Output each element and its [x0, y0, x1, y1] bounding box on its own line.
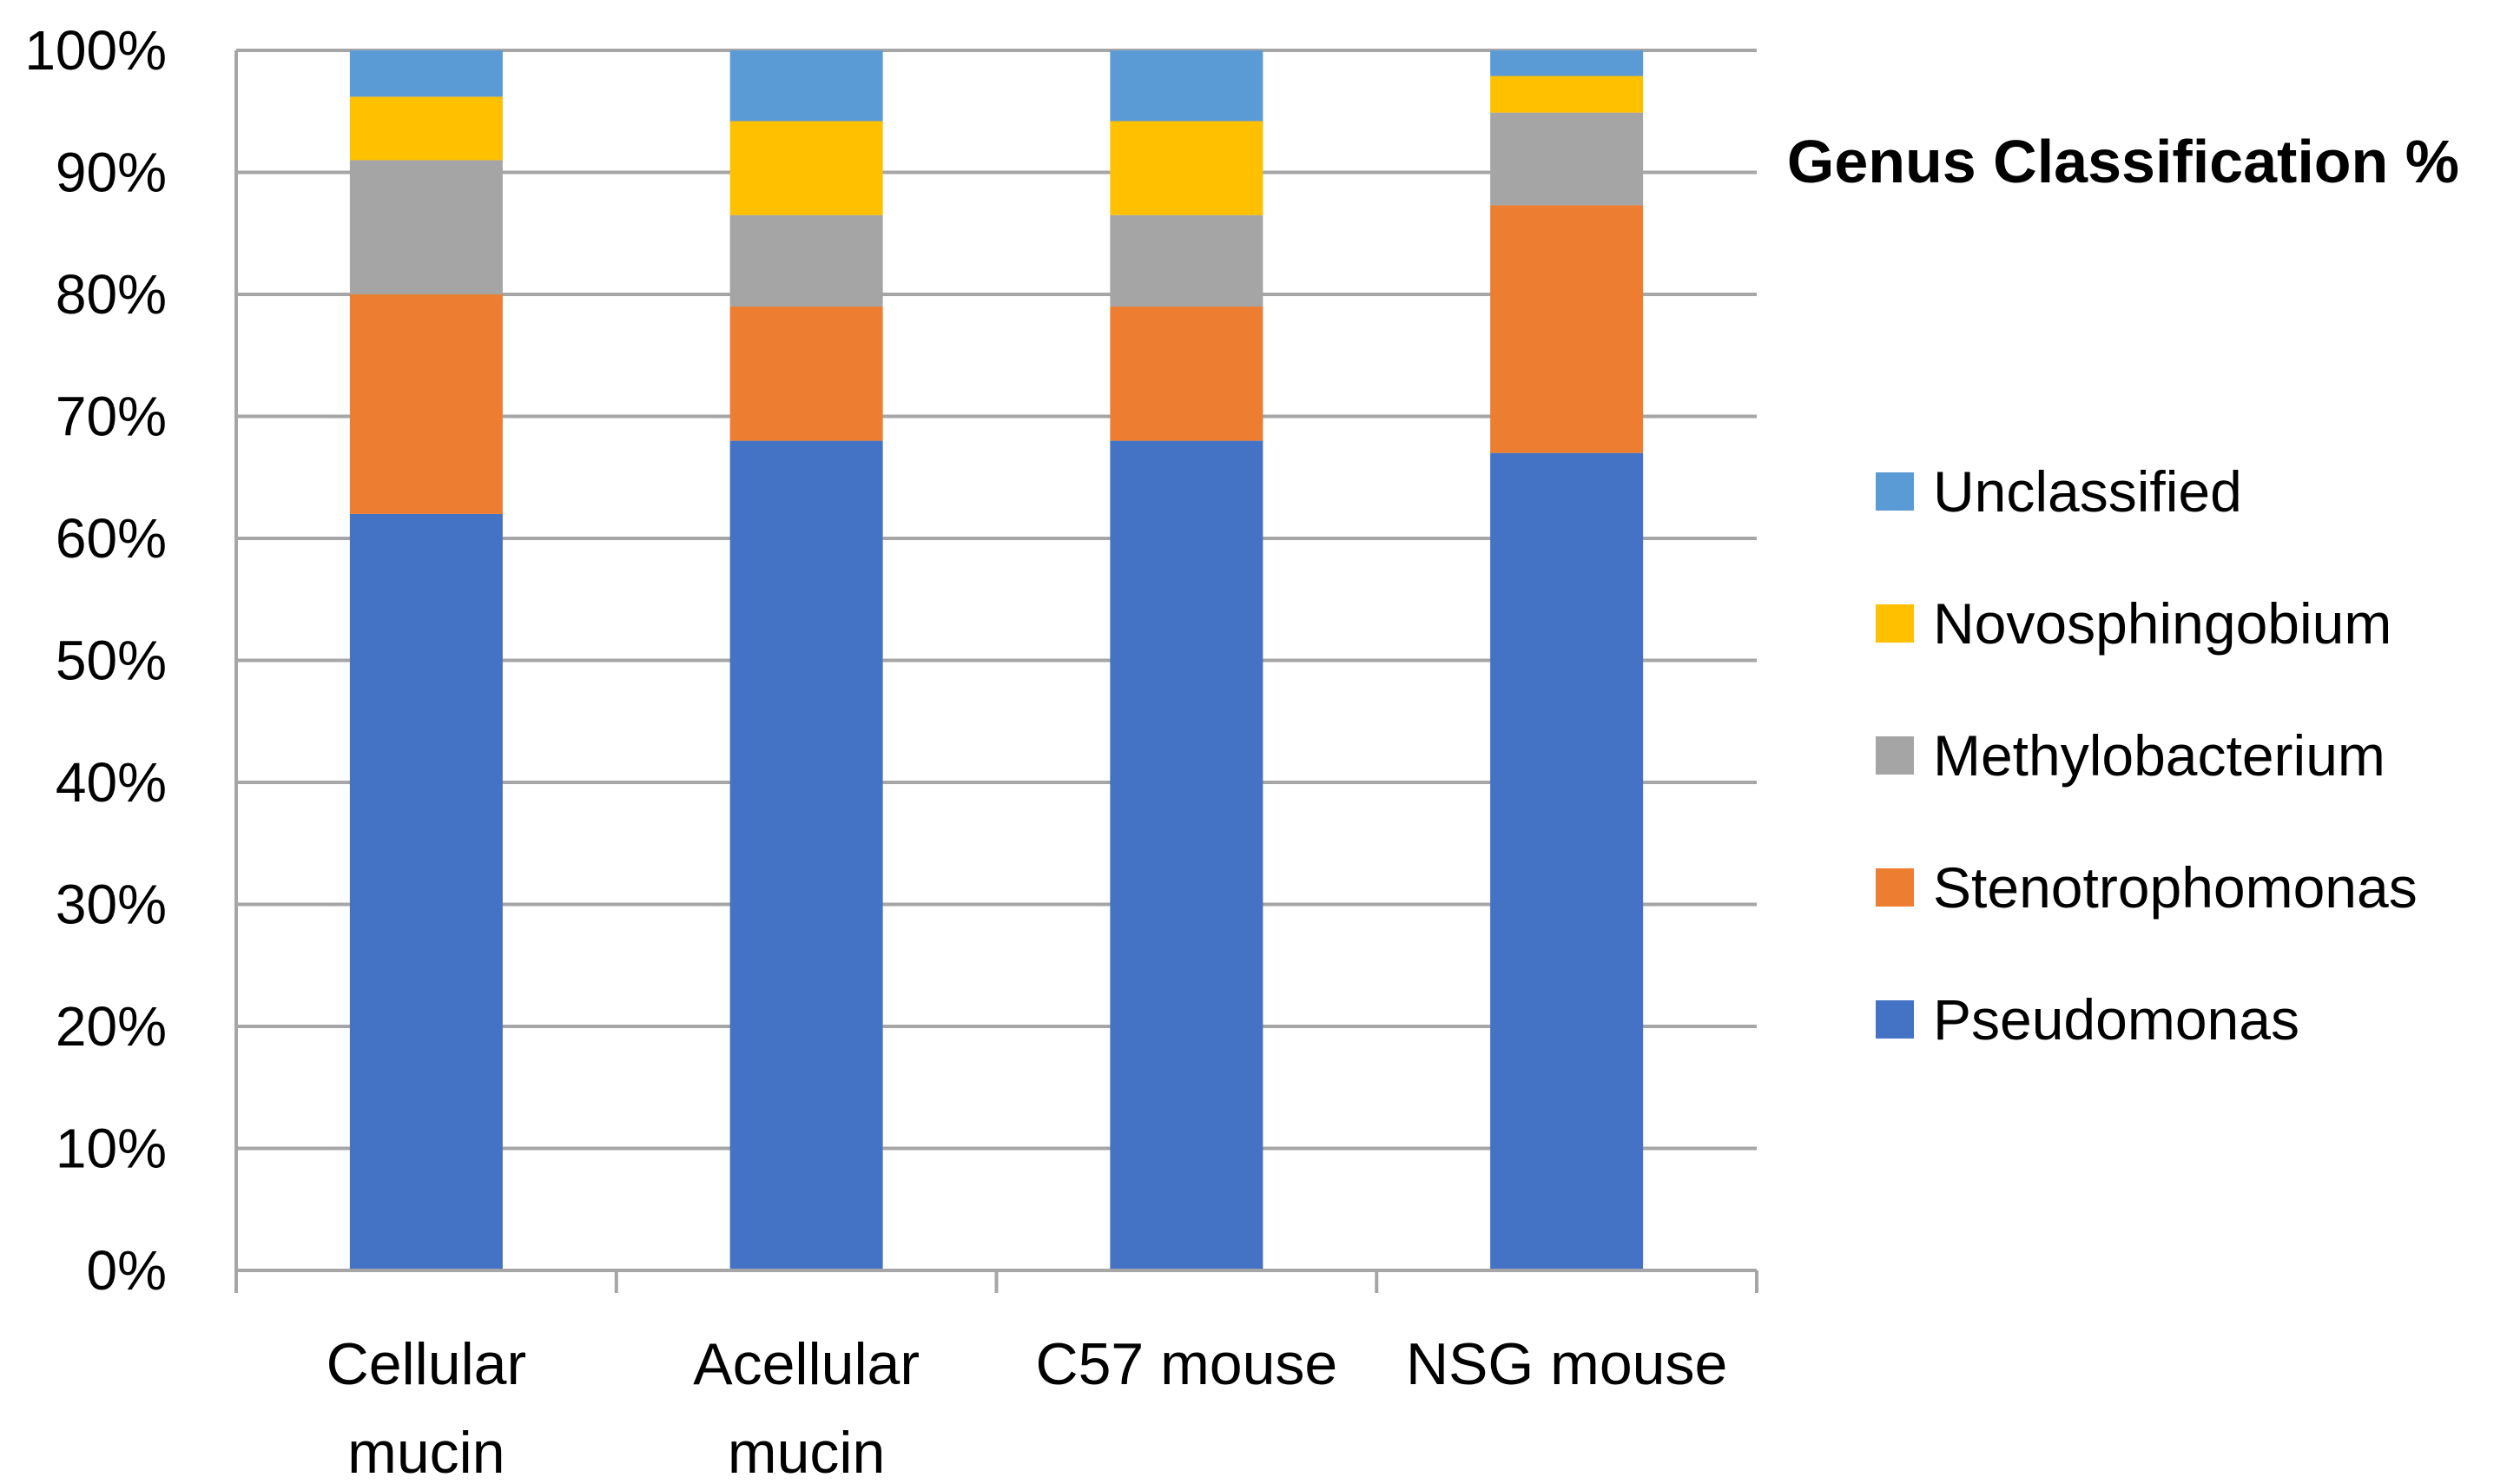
y-tick-label: 30%	[56, 874, 167, 936]
category-label: mucin	[728, 1420, 885, 1484]
y-tick-label: 90%	[56, 142, 167, 204]
y-tick-label: 60%	[56, 507, 167, 570]
legend-swatch	[1876, 472, 1914, 511]
y-tick-label: 10%	[56, 1118, 167, 1180]
category-labels: Cellular mucin Acellular mucin C57 mouse NSG …	[327, 1331, 1728, 1484]
bar-segment	[349, 513, 503, 1270]
bar-segment	[1110, 214, 1263, 307]
bar-segment	[729, 50, 883, 122]
bar-segment	[1490, 112, 1644, 206]
category-label: mucin	[347, 1420, 505, 1484]
y-tick-label: 50%	[56, 630, 167, 692]
chart-title: Genus Classification %	[1787, 128, 2459, 195]
bar-segment	[1110, 307, 1263, 441]
legend-label: Novosphingobium	[1933, 591, 2392, 656]
legend-swatch	[1876, 1000, 1914, 1039]
legend-swatch	[1876, 736, 1914, 775]
bar-segment	[1110, 121, 1263, 215]
y-tick-label: 100%	[24, 19, 167, 82]
bar-segment	[729, 307, 883, 441]
bar-segment	[1490, 452, 1644, 1270]
category-label: NSG mouse	[1406, 1331, 1727, 1397]
category-label: Cellular	[327, 1331, 527, 1397]
y-tick-label: 0%	[87, 1239, 168, 1302]
y-tick-label: 40%	[56, 751, 167, 814]
bar-segment	[729, 121, 883, 215]
bar-segment	[349, 294, 503, 514]
bar-segment	[349, 160, 503, 294]
legend-label: Unclassified	[1933, 459, 2242, 524]
bar-segment	[1110, 440, 1263, 1271]
bar-segment	[729, 214, 883, 307]
category-label: Acellular	[693, 1331, 920, 1397]
legend-label: Methylobacterium	[1933, 723, 2385, 788]
y-tick-label: 20%	[56, 995, 167, 1058]
y-tick-label: 80%	[56, 263, 167, 326]
bar-segment	[349, 96, 503, 161]
bar-segment	[1490, 50, 1644, 76]
category-label: C57 mouse	[1036, 1331, 1338, 1397]
axes	[234, 50, 1758, 1293]
bar-segment	[1490, 76, 1644, 113]
bar-segment	[1110, 50, 1263, 122]
bar-segment	[349, 50, 503, 97]
bars	[349, 50, 1644, 1271]
legend-swatch	[1876, 604, 1914, 643]
legend-swatch	[1876, 868, 1914, 907]
bar-segment	[729, 440, 883, 1271]
bar-segment	[1490, 205, 1644, 453]
y-tick-label: 70%	[56, 386, 167, 448]
y-tick-labels: 0% 10% 20% 30% 40% 50% 60% 70% 80% 90% 100%	[24, 19, 167, 1302]
legend-label: Stenotrophomonas	[1933, 855, 2418, 920]
legend: Unclassified Novosphingobium Methylobacter…	[1876, 459, 2418, 1052]
legend-label: Pseudomonas	[1933, 987, 2299, 1052]
